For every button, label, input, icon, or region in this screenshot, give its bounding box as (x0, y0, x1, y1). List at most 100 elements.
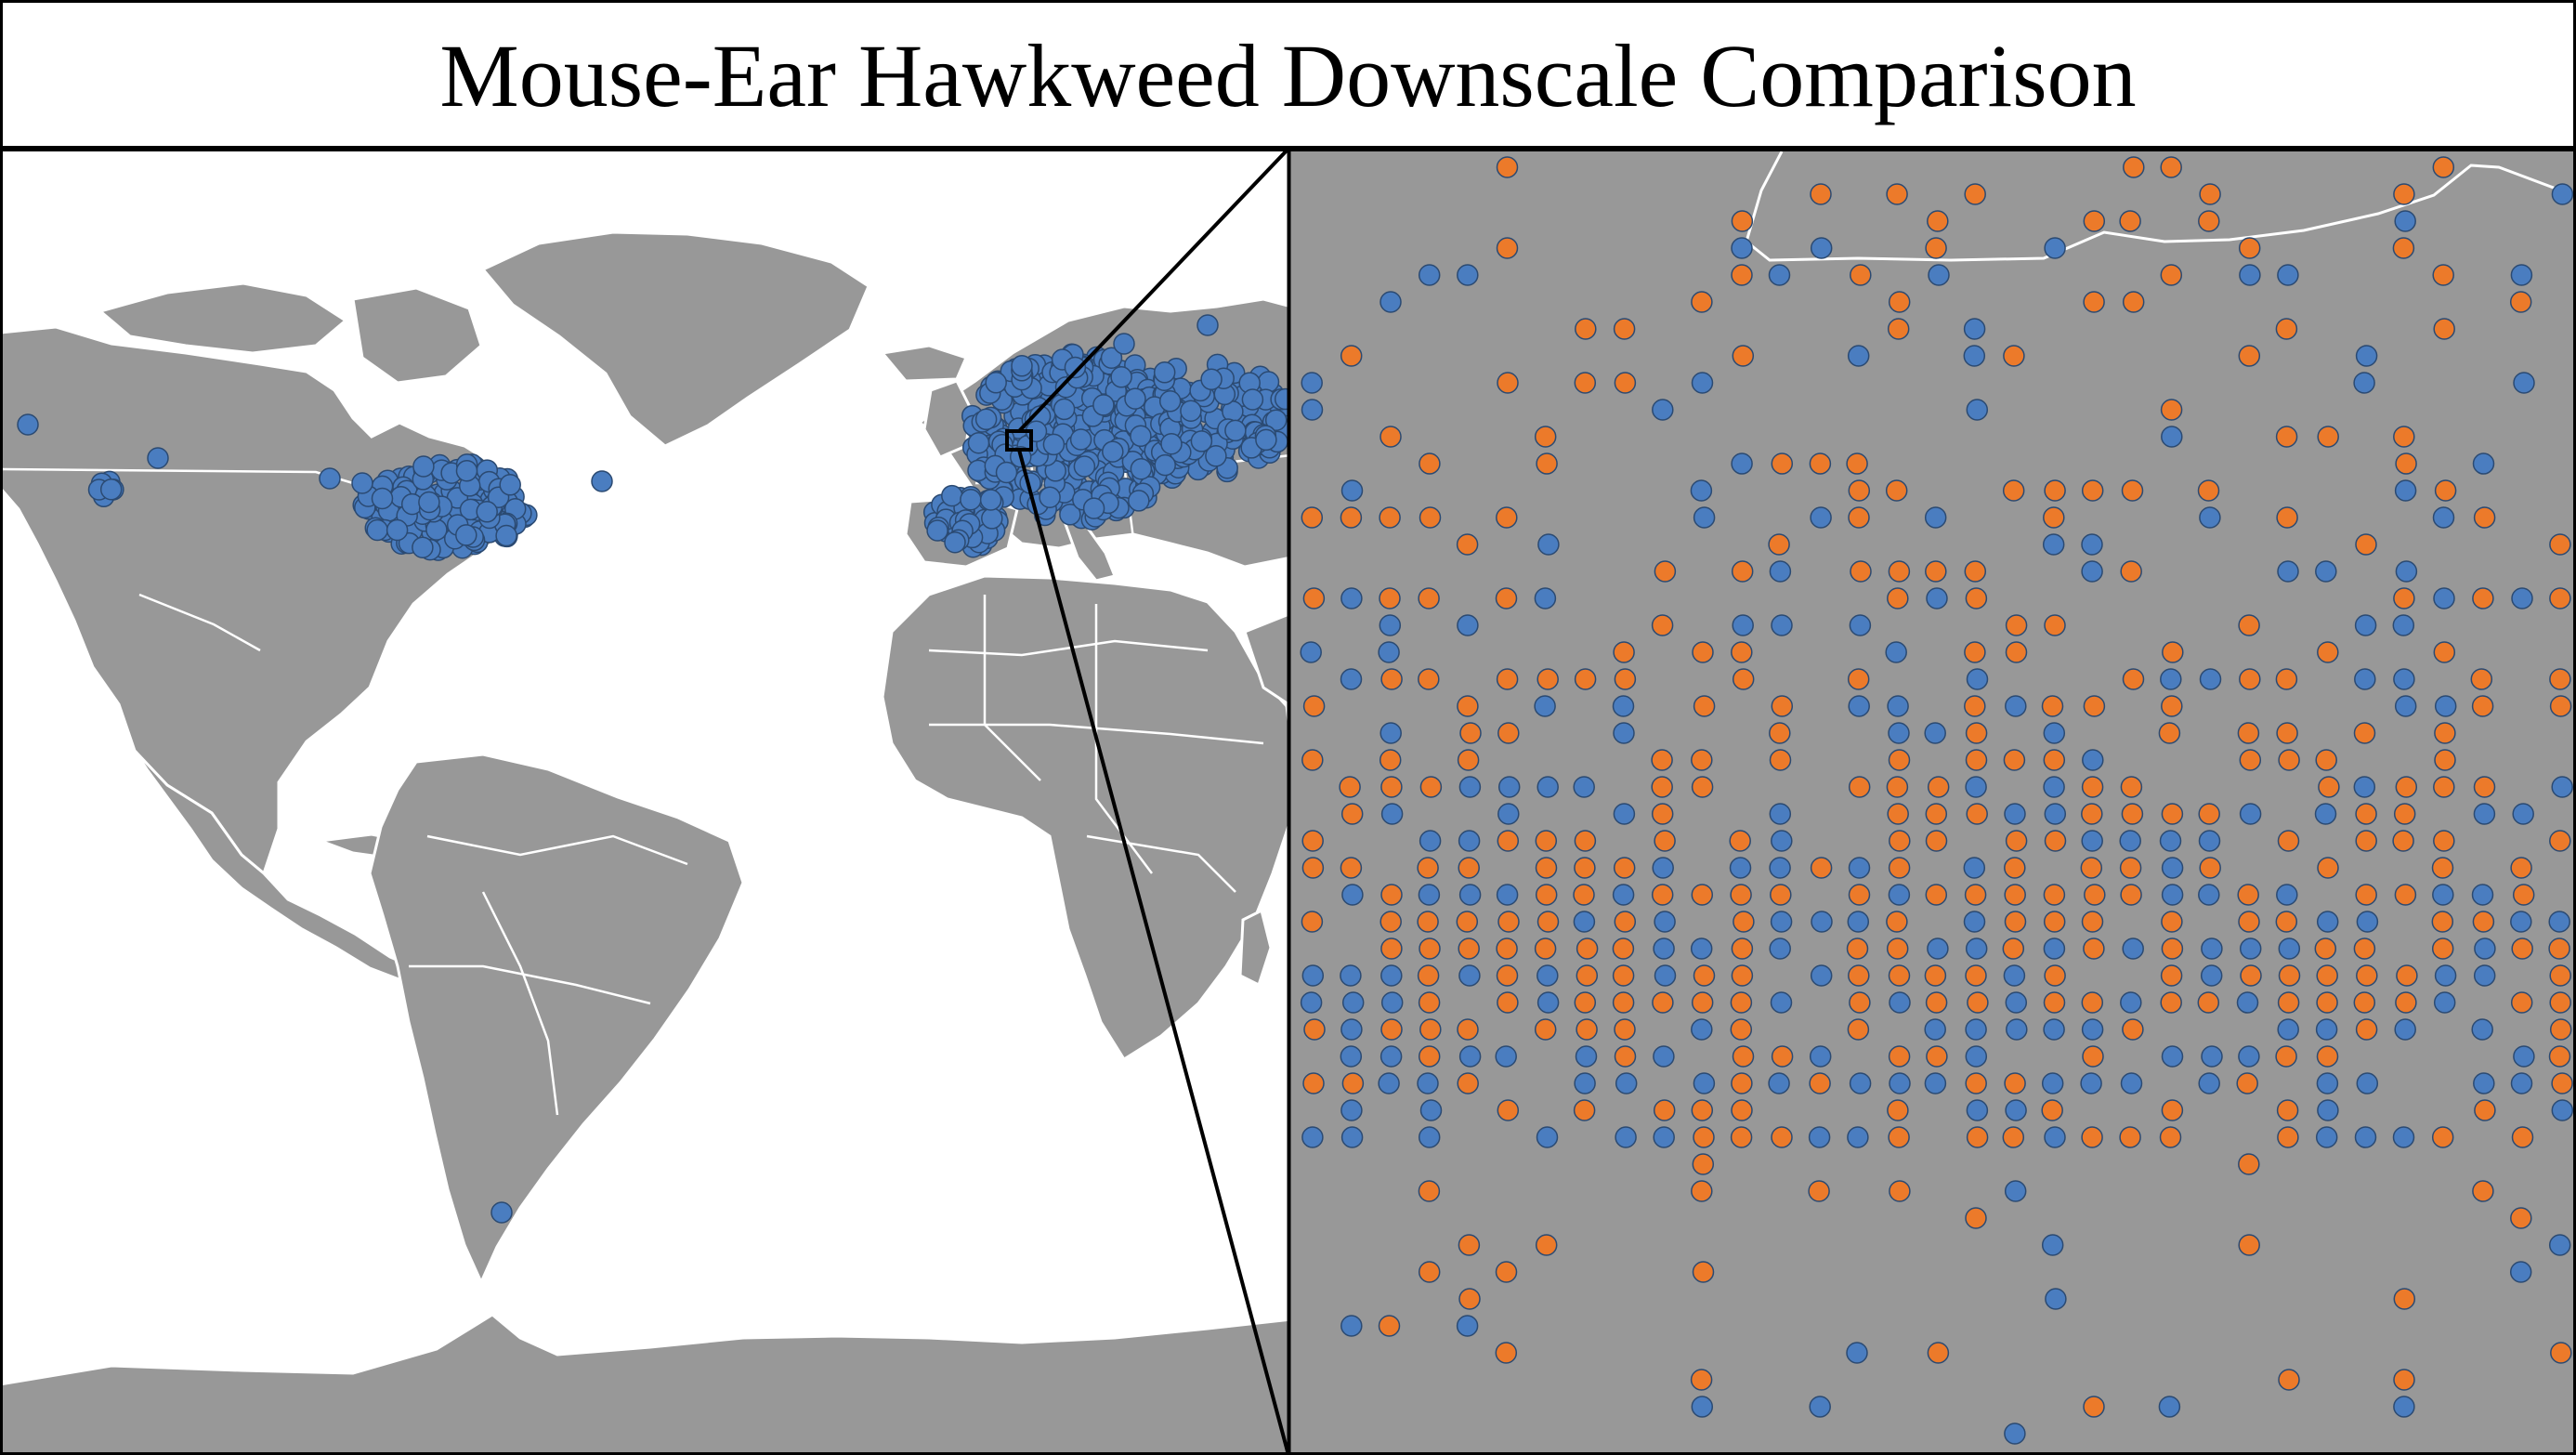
zoom-marker-orange (2238, 614, 2260, 636)
zoom-marker-blue (1690, 937, 1713, 960)
zoom-marker-orange (2510, 857, 2532, 879)
zoom-marker-orange (2199, 857, 2221, 879)
zoom-marker-orange (2394, 884, 2417, 906)
zoom-marker-orange (2316, 991, 2338, 1014)
zoom-marker-orange (1380, 937, 1403, 960)
south-america-landmass (368, 753, 745, 1286)
zoom-marker-orange (2278, 1369, 2300, 1391)
zoom-marker-orange (2238, 237, 2261, 259)
zoom-marker-orange (1535, 830, 1558, 852)
zoom-marker-orange (1732, 668, 1755, 690)
zoom-marker-blue (1847, 911, 1870, 933)
zoom-marker-blue (2201, 1045, 2223, 1068)
zoom-marker-blue (1888, 722, 1910, 744)
world-occurrence-marker (1110, 366, 1132, 388)
zoom-marker-blue (2353, 372, 2375, 394)
zoom-marker-blue (2473, 803, 2496, 825)
zoom-marker-orange (1614, 668, 1637, 690)
zoom-marker-blue (1770, 911, 1793, 933)
zoom-marker-orange (2083, 695, 2106, 717)
zoom-marker-orange (1613, 857, 1636, 879)
zoom-marker-orange (1495, 1342, 1518, 1364)
zoom-marker-orange (1301, 830, 1324, 852)
zoom-marker-orange (2005, 614, 2028, 636)
zoom-marker-orange (2318, 776, 2340, 798)
world-occurrence-marker (476, 501, 498, 523)
zoom-marker-orange (2275, 426, 2298, 448)
zoom-marker-blue (1340, 1315, 1363, 1337)
zoom-marker-orange (2236, 1072, 2258, 1095)
zoom-marker-blue (1846, 1342, 1868, 1364)
zoom-marker-orange (1535, 884, 1558, 906)
zoom-marker-orange (1966, 1126, 1989, 1148)
zoom-marker-orange (2002, 937, 2025, 960)
zoom-marker-blue (2548, 1234, 2571, 1256)
zoom-marker-orange (1850, 264, 1872, 286)
world-occurrence-marker (412, 536, 434, 558)
zoom-marker-blue (2081, 1018, 2104, 1041)
zoom-marker-blue (1340, 668, 1363, 690)
zoom-marker-blue (2434, 964, 2457, 987)
zoom-marker-orange (1574, 668, 1597, 690)
zoom-marker-orange (2392, 237, 2415, 259)
zoom-marker-blue (1847, 345, 1870, 367)
world-occurrence-marker (1064, 356, 1087, 379)
zoom-marker-orange (1886, 911, 1908, 933)
zoom-marker-blue (2004, 1422, 2026, 1445)
zoom-marker-orange (2509, 291, 2532, 313)
zoom-marker-orange (1302, 1072, 1325, 1095)
world-occurrence-marker (1042, 433, 1066, 456)
zoom-marker-orange (2238, 345, 2261, 367)
zoom-marker-blue (1770, 991, 1793, 1014)
zoom-marker-orange (2043, 749, 2066, 771)
zoom-marker-blue (2005, 695, 2027, 717)
madagascar-landmass (1238, 908, 1273, 988)
zoom-marker-orange (1651, 614, 1674, 636)
zoom-marker-orange (1497, 722, 1520, 744)
world-occurrence-marker (319, 467, 341, 490)
zoom-marker-blue (2511, 587, 2533, 610)
zoom-marker-orange (2161, 803, 2184, 825)
zoom-marker-orange (1496, 506, 1518, 529)
zoom-marker-blue (2043, 776, 2065, 798)
zoom-marker-blue (2161, 426, 2183, 448)
zoom-marker-blue (2081, 533, 2103, 556)
world-occurrence-marker (1100, 347, 1123, 369)
zoom-marker-blue (1693, 1072, 1716, 1095)
world-occurrence-marker (371, 487, 394, 510)
zoom-marker-orange (1458, 1234, 1481, 1256)
zoom-marker-orange (2083, 937, 2105, 960)
zoom-marker-orange (2122, 668, 2145, 690)
zoom-marker-orange (2355, 803, 2377, 825)
zoom-marker-blue (1378, 1072, 1400, 1095)
zoom-marker-orange (1301, 749, 1324, 771)
zoom-marker-blue (1301, 372, 1323, 394)
zoom-marker-orange (1536, 668, 1559, 690)
zoom-marker-orange (2353, 937, 2376, 960)
zoom-marker-orange (2160, 964, 2183, 987)
zoom-marker-orange (1848, 776, 1871, 798)
zoom-marker-blue (2276, 884, 2298, 906)
zoom-marker-orange (2511, 937, 2533, 960)
zoom-marker-orange (2119, 857, 2142, 879)
world-occurrence-marker (386, 518, 409, 542)
zoom-marker-orange (1964, 560, 1987, 583)
border-south-america-3 (409, 964, 651, 1005)
zoom-marker-blue (2353, 776, 2376, 798)
zoom-marker-orange (1301, 857, 1325, 879)
zoom-marker-blue (1458, 884, 1482, 906)
zoom-marker-orange (1731, 641, 1753, 663)
zoom-marker-blue (1612, 884, 1635, 906)
zoom-marker-orange (2004, 884, 2026, 906)
zoom-marker-orange (1536, 911, 1560, 933)
zoom-marker-orange (2317, 641, 2339, 663)
zoom-marker-orange (1576, 937, 1599, 960)
zoom-marker-orange (1771, 1045, 1794, 1068)
zoom-marker-blue (1848, 857, 1871, 879)
world-occurrence-marker (17, 413, 39, 436)
zoom-marker-orange (2551, 1072, 2573, 1095)
zoom-marker-blue (2433, 587, 2455, 610)
zoom-marker-blue (2199, 506, 2221, 529)
zoom-marker-blue (1927, 937, 1949, 960)
zoom-marker-orange (1574, 372, 1597, 394)
